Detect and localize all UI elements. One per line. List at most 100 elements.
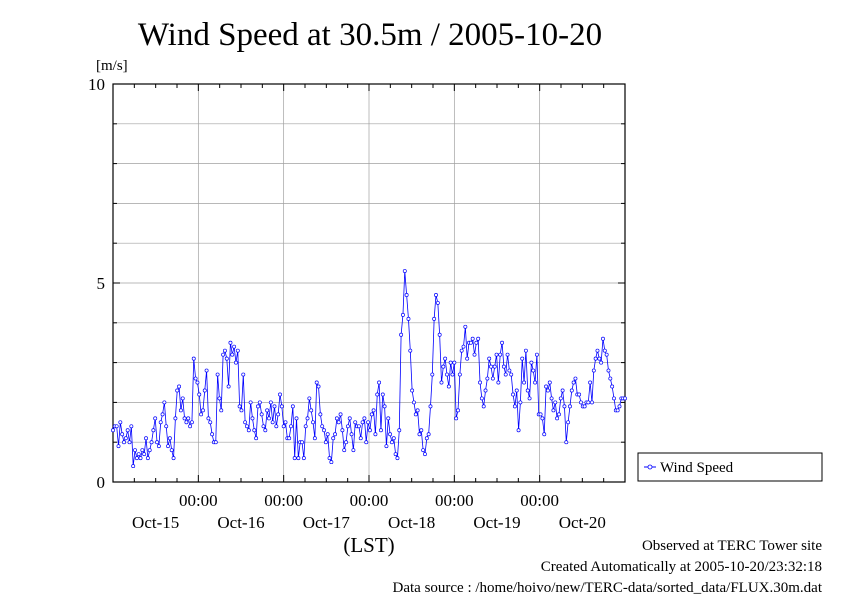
data-point: [397, 428, 402, 433]
data-point: [171, 456, 176, 461]
data-point: [599, 360, 604, 365]
data-point: [564, 440, 569, 445]
data-point: [188, 424, 193, 429]
data-point: [617, 404, 622, 409]
x-date-label: Oct-15: [132, 513, 179, 532]
data-point: [606, 368, 611, 373]
data-point: [235, 348, 240, 353]
data-point: [279, 404, 284, 409]
data-point: [553, 400, 558, 405]
data-point: [270, 420, 275, 425]
data-point: [195, 380, 200, 385]
data-point: [294, 416, 299, 421]
data-point: [290, 404, 295, 409]
data-point: [182, 416, 187, 421]
data-point: [312, 436, 317, 441]
data-point: [276, 412, 281, 417]
data-point: [131, 464, 136, 469]
data-point: [573, 376, 578, 381]
data-point: [388, 432, 393, 437]
data-point: [439, 380, 444, 385]
data-point: [344, 440, 349, 445]
data-point: [494, 352, 499, 357]
data-point: [479, 396, 484, 401]
data-point: [367, 428, 372, 433]
data-point: [311, 420, 315, 425]
data-point: [399, 332, 404, 337]
data-point: [125, 428, 130, 433]
y-tick-label: 5: [97, 274, 106, 293]
data-point: [213, 440, 218, 445]
y-axis-unit: [m/s]: [96, 58, 128, 74]
data-point: [518, 400, 523, 405]
data-point: [329, 460, 334, 465]
data-point: [437, 332, 442, 337]
footer-observed: Observed at TERC Tower site: [642, 538, 822, 554]
data-point: [446, 384, 451, 389]
data-point: [382, 404, 387, 409]
data-point: [501, 364, 506, 369]
data-point: [523, 348, 528, 353]
data-point: [186, 416, 191, 421]
data-point: [177, 384, 182, 389]
data-point: [509, 372, 514, 377]
data-point: [127, 440, 132, 445]
data-point: [571, 380, 576, 385]
data-point: [474, 340, 479, 345]
data-point: [243, 420, 248, 425]
data-point: [428, 404, 433, 409]
data-point: [468, 340, 473, 345]
data-point: [591, 368, 596, 373]
data-point: [540, 416, 545, 421]
data-point: [233, 360, 238, 365]
data-point: [593, 356, 598, 361]
data-point: [487, 356, 492, 361]
data-point: [340, 428, 345, 433]
data-point: [246, 428, 251, 433]
data-point: [452, 360, 457, 365]
data-point: [542, 432, 547, 437]
chart-title: Wind Speed at 30.5m / 2005-10-20: [138, 17, 602, 53]
data-point: [489, 364, 493, 369]
data-point: [566, 420, 571, 425]
data-point: [353, 420, 358, 425]
data-point: [160, 412, 165, 417]
data-point: [459, 348, 464, 353]
data-point: [338, 412, 343, 417]
data-point: [373, 432, 378, 437]
data-point: [237, 404, 242, 409]
data-point: [230, 352, 235, 357]
data-point: [408, 348, 413, 353]
data-point: [432, 316, 437, 321]
data-point: [292, 456, 297, 461]
data-point: [412, 400, 416, 405]
data-point: [204, 368, 209, 373]
data-point: [241, 372, 246, 377]
data-point: [138, 456, 143, 461]
data-point: [118, 420, 123, 425]
data-point: [558, 396, 563, 401]
data-point: [136, 452, 141, 457]
data-point: [267, 416, 271, 421]
data-point: [483, 388, 488, 393]
data-point: [401, 312, 405, 317]
data-point: [256, 404, 260, 409]
data-point: [423, 452, 427, 457]
data-point: [228, 340, 233, 345]
data-point: [534, 352, 539, 357]
data-point: [615, 408, 620, 413]
data-point: [424, 436, 429, 441]
data-point: [490, 376, 495, 381]
data-point: [500, 340, 504, 345]
data-point: [248, 400, 253, 405]
data-point: [443, 356, 448, 361]
data-point: [226, 384, 231, 389]
y-tick-labels: 0 5 10: [88, 75, 105, 492]
data-point: [445, 372, 449, 377]
data-point: [529, 360, 534, 365]
data-point: [377, 380, 382, 385]
data-point: [167, 436, 172, 441]
data-point: [610, 384, 615, 389]
x-date-label: Oct-18: [388, 513, 435, 532]
data-point: [577, 392, 582, 397]
